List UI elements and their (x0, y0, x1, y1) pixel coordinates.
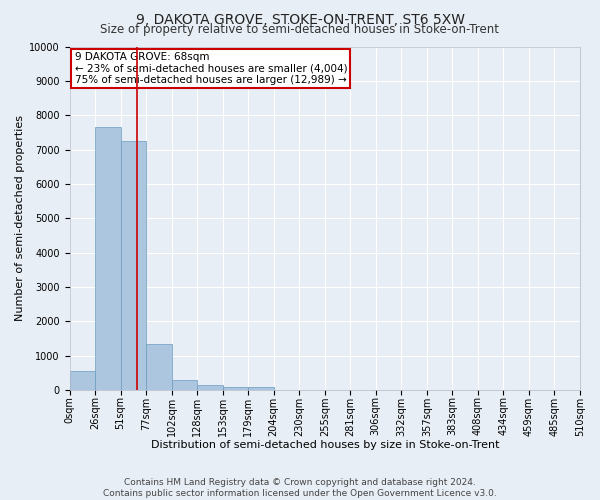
Text: 9, DAKOTA GROVE, STOKE-ON-TRENT, ST6 5XW: 9, DAKOTA GROVE, STOKE-ON-TRENT, ST6 5XW (136, 12, 464, 26)
Bar (146, 344, 172, 390)
Bar (197, 385, 223, 390)
Text: Contains HM Land Registry data © Crown copyright and database right 2024.
Contai: Contains HM Land Registry data © Crown c… (103, 478, 497, 498)
Text: Size of property relative to semi-detached houses in Stoke-on-Trent: Size of property relative to semi-detach… (101, 22, 499, 36)
Bar (223, 386, 248, 390)
Bar (121, 141, 146, 390)
Bar (172, 380, 197, 390)
Bar (70, 371, 95, 390)
X-axis label: Distribution of semi-detached houses by size in Stoke-on-Trent: Distribution of semi-detached houses by … (151, 440, 499, 450)
Y-axis label: Number of semi-detached properties: Number of semi-detached properties (15, 116, 25, 322)
Text: 9 DAKOTA GROVE: 68sqm
← 23% of semi-detached houses are smaller (4,004)
75% of s: 9 DAKOTA GROVE: 68sqm ← 23% of semi-deta… (74, 52, 347, 85)
Bar (248, 388, 274, 390)
Bar (95, 127, 121, 390)
